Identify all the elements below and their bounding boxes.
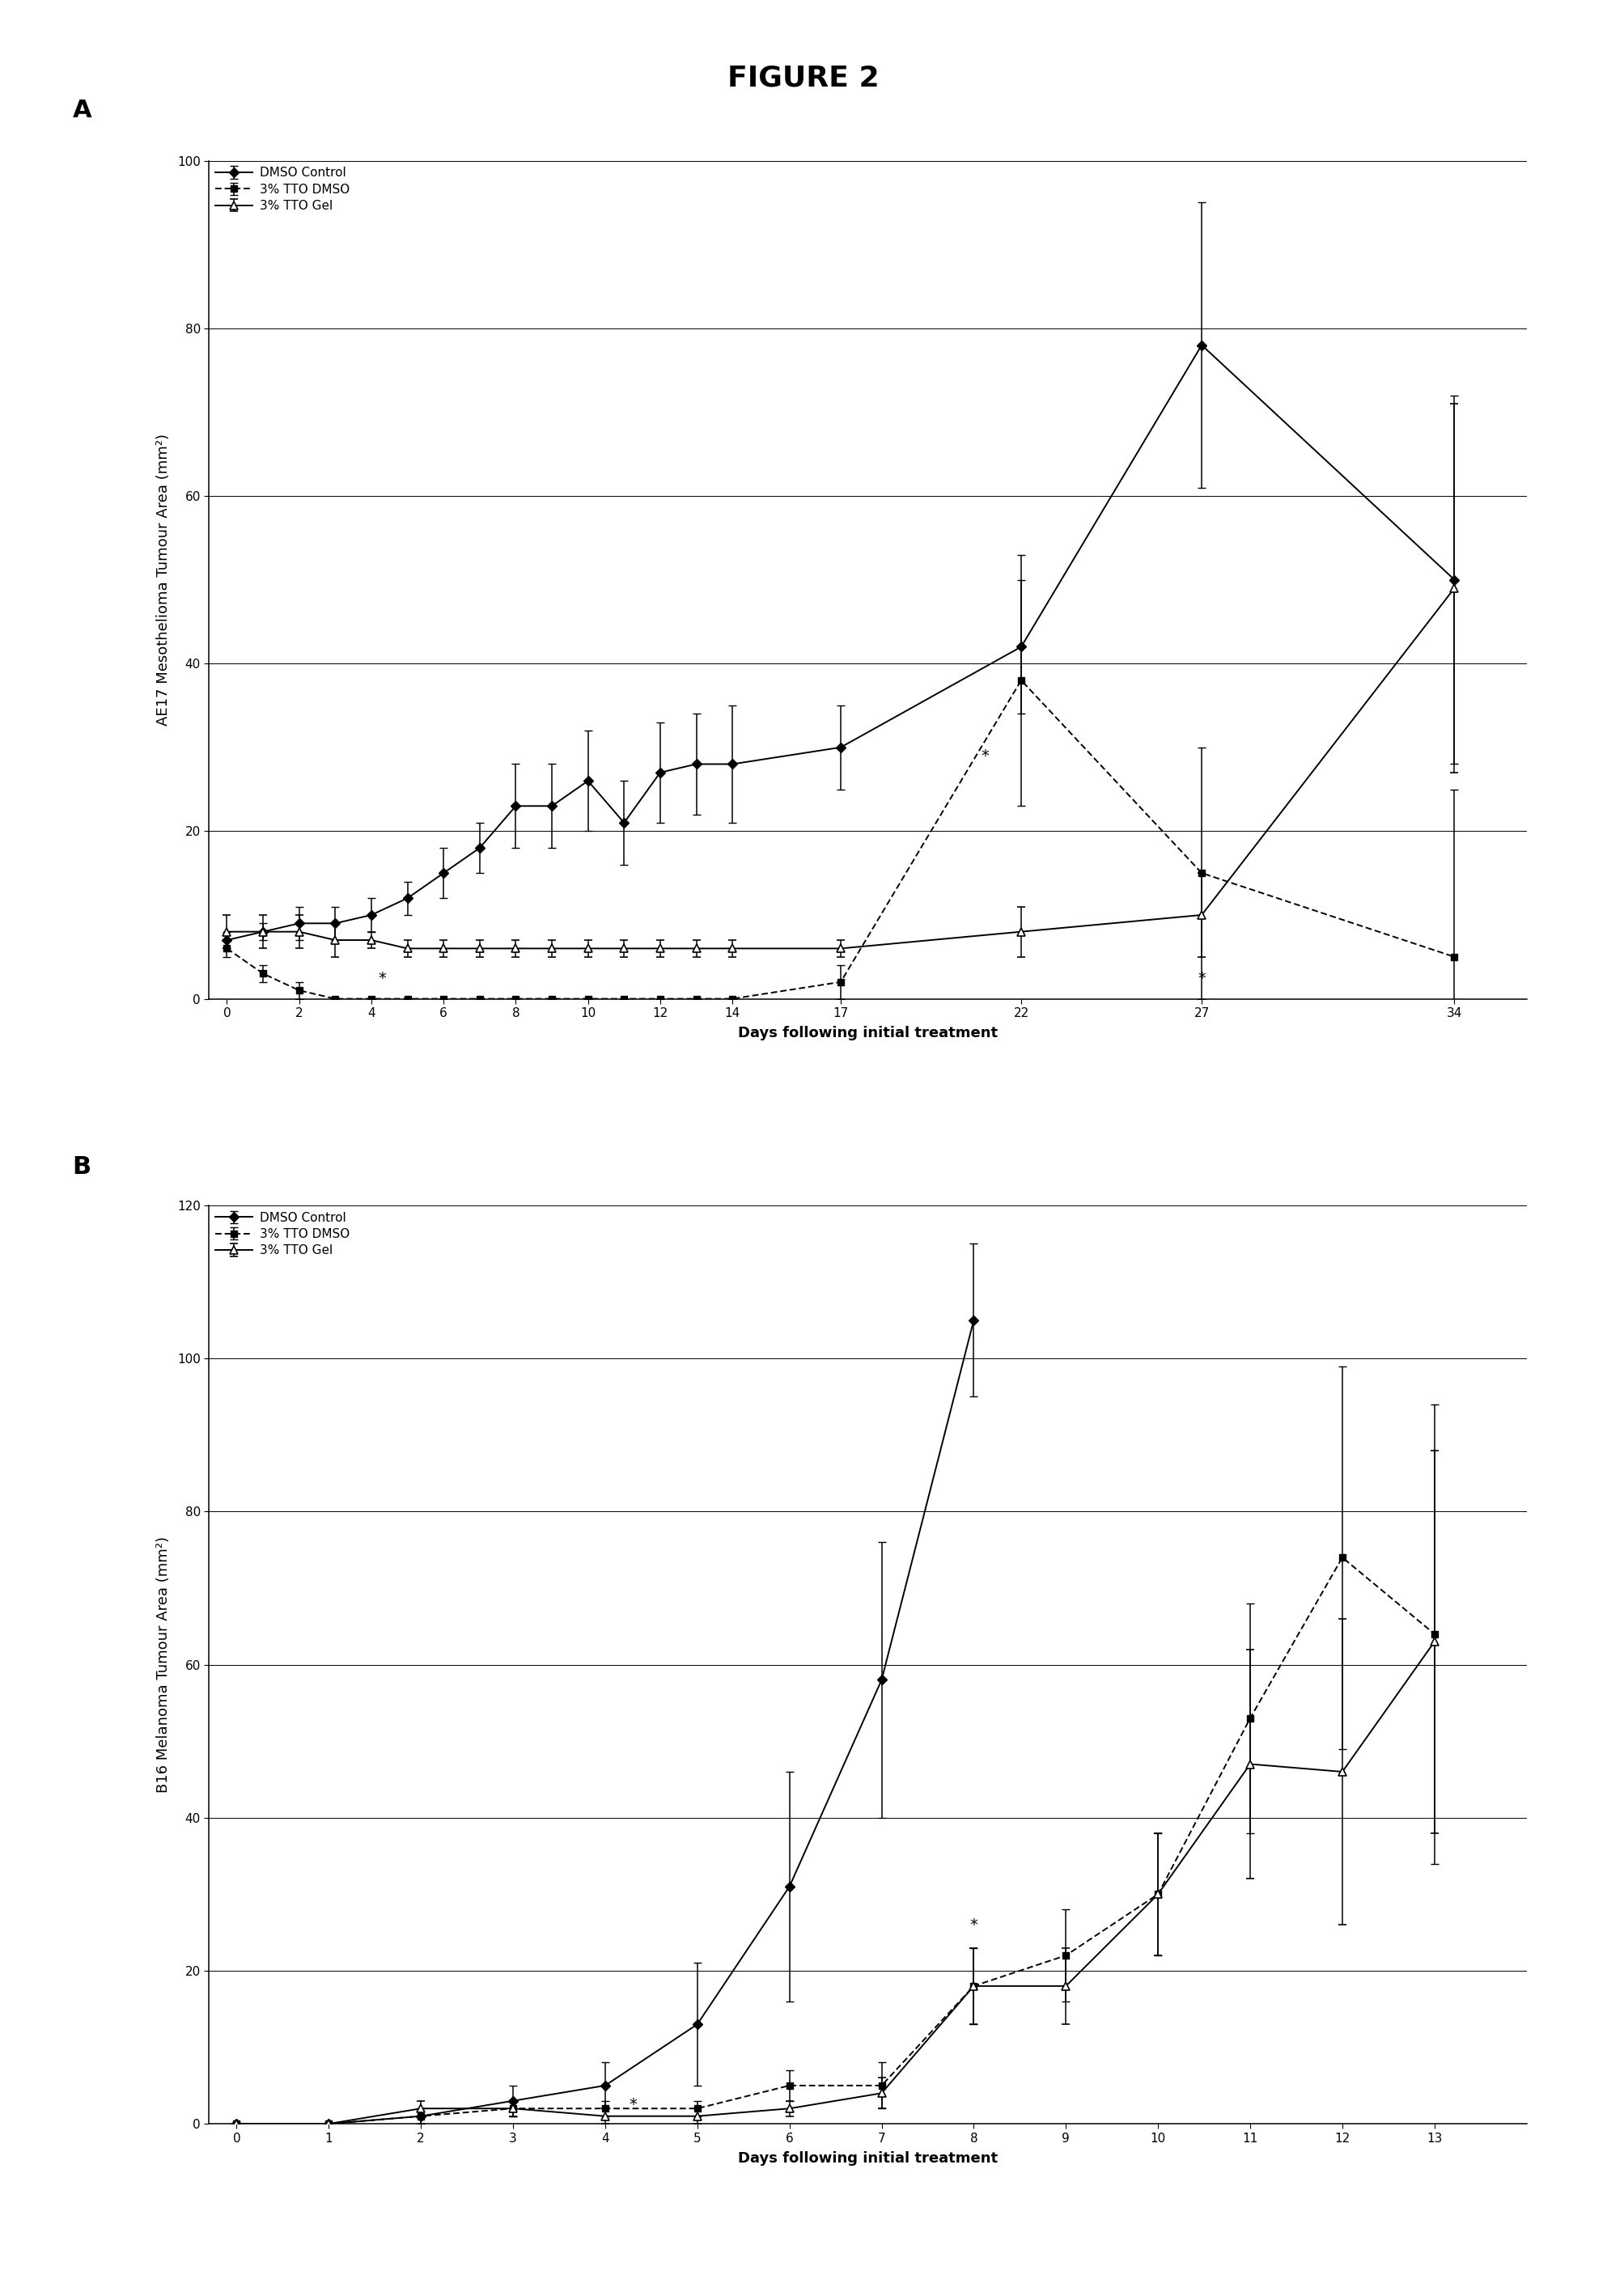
Text: A: A — [72, 99, 92, 122]
Text: B: B — [72, 1155, 92, 1178]
Y-axis label: AE17 Mesothelioma Tumour Area (mm²): AE17 Mesothelioma Tumour Area (mm²) — [156, 434, 170, 726]
Text: *: * — [1197, 971, 1205, 987]
Text: *: * — [378, 971, 386, 987]
Text: *: * — [628, 2096, 636, 2112]
X-axis label: Days following initial treatment: Days following initial treatment — [738, 1026, 998, 1040]
Text: FIGURE 2: FIGURE 2 — [728, 64, 879, 92]
Legend: DMSO Control, 3% TTO DMSO, 3% TTO Gel: DMSO Control, 3% TTO DMSO, 3% TTO Gel — [215, 1212, 350, 1256]
Text: *: * — [969, 1917, 977, 1933]
Y-axis label: B16 Melanoma Tumour Area (mm²): B16 Melanoma Tumour Area (mm²) — [156, 1536, 170, 1793]
Text: *: * — [982, 748, 988, 765]
Legend: DMSO Control, 3% TTO DMSO, 3% TTO Gel: DMSO Control, 3% TTO DMSO, 3% TTO Gel — [215, 168, 350, 211]
X-axis label: Days following initial treatment: Days following initial treatment — [738, 2151, 998, 2165]
